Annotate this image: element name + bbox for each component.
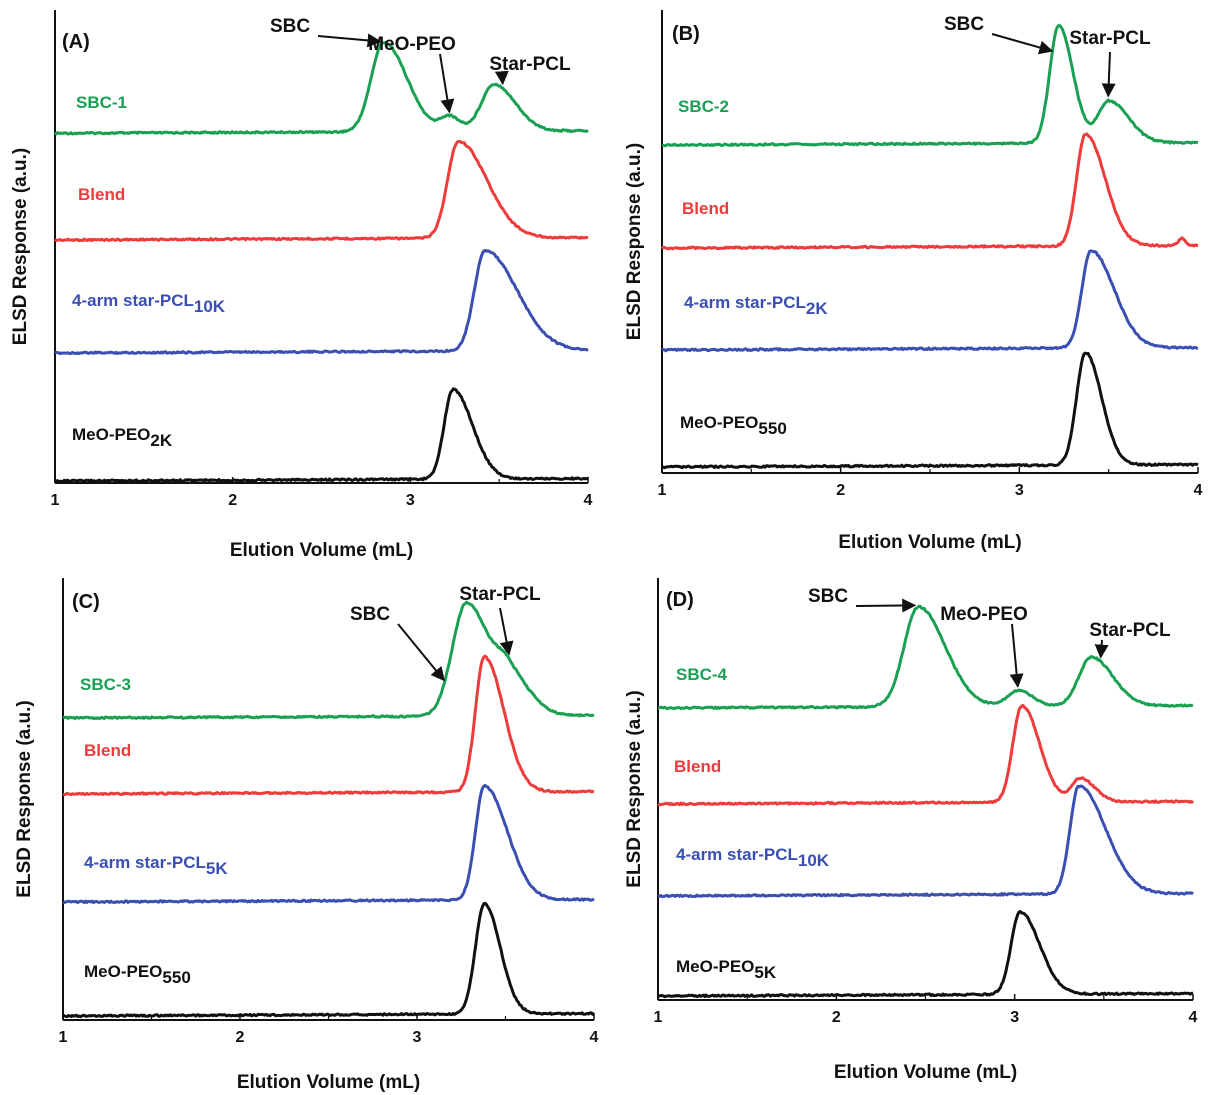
series-label: Blend (674, 757, 721, 776)
x-tick-label: 4 (1189, 1009, 1198, 1026)
annotation-arrow (855, 598, 917, 613)
chart-panel-a: 1 2 3 4 Elution Volume (mL) ELSD Response (a.… (10, 10, 593, 561)
series-line-sbc-1 (53, 41, 589, 136)
x-tick-label: 4 (590, 1029, 599, 1046)
annotation-arrow (397, 623, 445, 682)
series-label: MeO-PEO550 (680, 413, 787, 438)
panel-label: (C) (72, 591, 100, 613)
x-tick-label: 1 (658, 482, 667, 499)
series-label: SBC-1 (76, 93, 127, 112)
annotation-label: SBC (350, 604, 390, 625)
panel-label: (A) (62, 31, 90, 53)
chart-panel-b: 1 2 3 4 Elution Volume (mL) ELSD Response (a.… (624, 10, 1203, 553)
series-label: Blend (84, 741, 131, 760)
series-label: 4-arm star-PCL5K (84, 853, 228, 878)
x-axis-label: Elution Volume (mL) (230, 540, 413, 561)
y-axis-label: ELSD Response (a.u.) (10, 148, 31, 345)
chart-panel-d: 1 2 3 4 Elution Volume (mL) ELSD Response (a.… (624, 578, 1198, 1083)
x-tick-label: 3 (413, 1029, 422, 1046)
annotation-label: Star-PCL (1069, 28, 1151, 49)
y-axis-label: ELSD Response (a.u.) (624, 690, 645, 887)
annotation-arrow (494, 70, 509, 86)
series-label: 4-arm star-PCL10K (72, 291, 226, 316)
annotation-arrow (1094, 639, 1109, 659)
x-tick-label: 1 (59, 1029, 68, 1046)
series-line-sbc-3 (62, 600, 595, 721)
x-axis-label: Elution Volume (mL) (237, 1072, 420, 1093)
series-label: 4-arm star-PCL10K (676, 845, 830, 870)
annotation-label: Star-PCL (459, 584, 541, 605)
x-tick-label: 2 (832, 1009, 841, 1026)
x-tick-label: 2 (836, 482, 845, 499)
x-tick-label: 3 (406, 492, 415, 509)
panel-label: (D) (666, 589, 694, 611)
annotation-label: MeO-PEO (368, 34, 456, 55)
series-line-meo-peo-550 (661, 351, 1199, 470)
series-line-blend (660, 132, 1199, 251)
series-label: Blend (78, 185, 125, 204)
y-axis-label: ELSD Response (a.u.) (14, 700, 35, 897)
x-tick-label: 2 (228, 492, 237, 509)
annotation-label: Star-PCL (1089, 620, 1171, 641)
series-line-4-arm-star-pcl-2k (661, 249, 1199, 353)
series-line-meo-peo-550 (62, 901, 596, 1019)
panel-label: (B) (672, 23, 700, 45)
series-line-4-arm-star-pcl-5k (62, 783, 595, 905)
series-label: 4-arm star-PCL2K (684, 293, 828, 318)
annotation-label: SBC (808, 586, 848, 607)
x-tick-label: 2 (236, 1029, 245, 1046)
annotation-arrow (1009, 623, 1024, 688)
series-label: MeO-PEO2K (72, 425, 173, 450)
series-label: MeO-PEO5K (676, 957, 777, 982)
x-tick-label: 1 (654, 1009, 663, 1026)
x-tick-label: 3 (1015, 482, 1024, 499)
series-line-meo-peo-5k (657, 910, 1194, 999)
series-line-sbc-4 (657, 604, 1194, 711)
series-label: SBC-3 (80, 675, 131, 694)
y-axis-label: ELSD Response (a.u.) (624, 143, 645, 340)
x-tick-label: 4 (1194, 482, 1203, 499)
series-line-blend (54, 139, 589, 243)
series-line-sbc-2 (661, 24, 1199, 148)
series-line-blend (62, 654, 595, 797)
series-label: SBC-2 (678, 97, 729, 116)
x-tick-label: 1 (51, 492, 60, 509)
series-label: Blend (682, 199, 729, 218)
series-line-blend (657, 703, 1195, 807)
x-axis-label: Elution Volume (mL) (838, 532, 1021, 553)
series-label: SBC-4 (676, 665, 728, 684)
x-axis-label: Elution Volume (mL) (834, 1062, 1017, 1083)
annotation-label: SBC (270, 16, 310, 37)
series-line-4-arm-star-pcl-10k (54, 248, 589, 356)
series-line-meo-peo-2k (54, 387, 589, 484)
annotation-label: Star-PCL (489, 54, 571, 75)
annotation-arrow (1101, 51, 1116, 98)
series-label: MeO-PEO550 (84, 962, 191, 987)
annotation-arrow (439, 53, 455, 114)
annotation-label: MeO-PEO (940, 604, 1028, 625)
x-tick-label: 4 (584, 492, 593, 509)
x-tick-label: 3 (1010, 1009, 1019, 1026)
annotation-arrow (991, 33, 1054, 55)
chart-panel-c: 1 2 3 4 Elution Volume (mL) ELSD Response (a.… (14, 578, 599, 1093)
annotation-arrow (499, 607, 514, 656)
series-line-4-arm-star-pcl-10k (657, 784, 1194, 899)
annotation-arrow (317, 33, 382, 48)
annotation-label: SBC (944, 14, 984, 35)
